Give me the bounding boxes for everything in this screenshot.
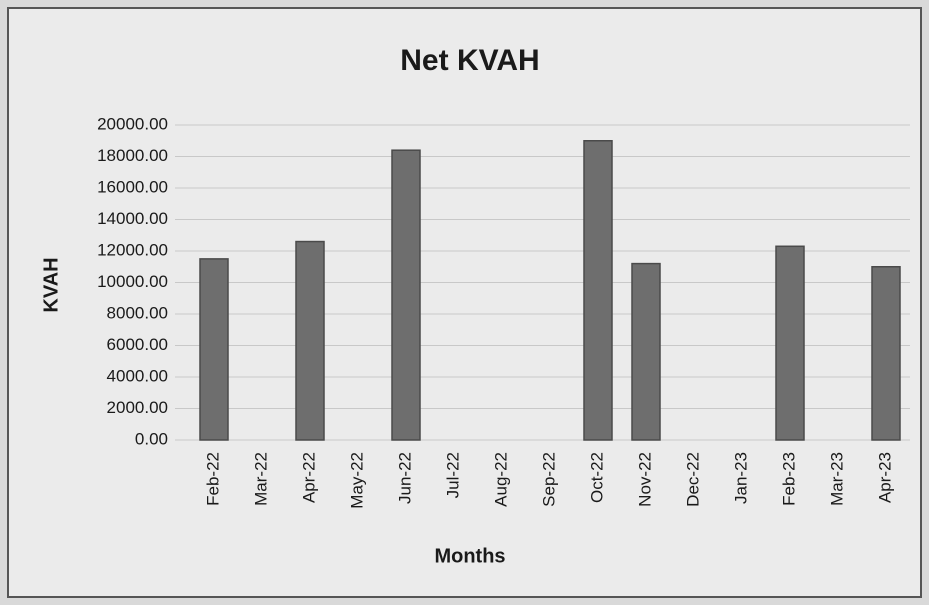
x-tick-label: Jan-23	[731, 452, 750, 504]
y-tick-label: 18000.00	[97, 146, 168, 165]
x-tick-label: Apr-22	[299, 452, 318, 503]
x-tick-label: Aug-22	[491, 452, 510, 507]
x-axis-label: Months	[434, 545, 505, 567]
chart-frame	[7, 7, 922, 598]
x-tick-label: Feb-22	[203, 452, 222, 506]
x-tick-label: Mar-23	[827, 452, 846, 506]
bar	[631, 262, 661, 441]
x-tick-label: Dec-22	[683, 452, 702, 507]
bar	[295, 240, 325, 441]
y-tick-label: 10000.00	[97, 272, 168, 291]
y-tick-label: 4000.00	[107, 366, 168, 385]
bar	[871, 266, 901, 441]
x-tick-label: May-22	[347, 452, 366, 509]
y-tick-label: 12000.00	[97, 240, 168, 259]
y-tick-label: 0.00	[135, 429, 168, 448]
x-tick-label: Oct-22	[587, 452, 606, 503]
bar	[199, 258, 229, 441]
y-axis-label: KVAH	[40, 257, 62, 312]
x-tick-label: Sep-22	[539, 452, 558, 507]
x-tick-label: Jul-22	[443, 452, 462, 498]
chart-title: Net KVAH	[400, 44, 539, 77]
y-tick-label: 8000.00	[107, 303, 168, 322]
x-tick-label: Feb-23	[779, 452, 798, 506]
y-tick-label: 14000.00	[97, 209, 168, 228]
bar	[391, 149, 421, 441]
x-tick-label: Apr-23	[875, 452, 894, 503]
x-tick-label: Jun-22	[395, 452, 414, 504]
x-tick-label: Nov-22	[635, 452, 654, 507]
y-tick-label: 16000.00	[97, 177, 168, 196]
y-tick-label: 20000.00	[97, 114, 168, 133]
y-tick-label: 6000.00	[107, 335, 168, 354]
x-tick-label: Mar-22	[251, 452, 270, 506]
bar	[583, 140, 613, 441]
y-tick-label: 2000.00	[107, 398, 168, 417]
bar	[775, 245, 805, 441]
